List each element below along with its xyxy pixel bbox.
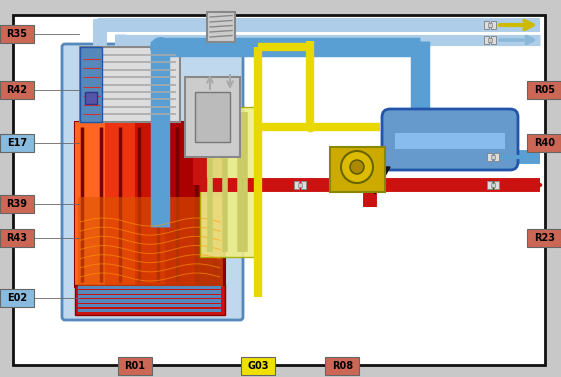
FancyBboxPatch shape	[325, 357, 359, 375]
Bar	[488, 23, 492, 27]
Bar	[75, 122, 105, 287]
Bar	[200, 107, 255, 257]
FancyBboxPatch shape	[382, 109, 518, 170]
Bar	[78, 290, 221, 294]
FancyBboxPatch shape	[527, 81, 561, 100]
FancyBboxPatch shape	[527, 228, 561, 247]
Bar	[491, 183, 495, 187]
Text: R05: R05	[534, 86, 555, 95]
Bar	[294, 181, 299, 189]
Bar	[207, 12, 235, 42]
FancyBboxPatch shape	[118, 357, 151, 375]
Bar	[298, 183, 302, 187]
Bar	[75, 285, 225, 315]
Bar	[78, 308, 221, 312]
Bar	[80, 47, 102, 122]
Bar	[165, 122, 195, 287]
FancyBboxPatch shape	[0, 289, 34, 307]
Bar	[487, 181, 492, 189]
Bar	[80, 47, 180, 122]
Text: E17: E17	[7, 138, 27, 148]
Bar	[395, 133, 505, 149]
Bar	[135, 122, 165, 287]
Bar	[75, 122, 225, 287]
FancyBboxPatch shape	[0, 134, 34, 152]
Bar	[491, 155, 495, 159]
Bar	[487, 153, 492, 161]
Bar	[195, 92, 230, 142]
Text: G03: G03	[247, 361, 269, 371]
Bar	[301, 181, 306, 189]
Text: R42: R42	[6, 86, 27, 95]
Text: R43: R43	[6, 233, 27, 242]
FancyBboxPatch shape	[62, 44, 243, 320]
Bar	[78, 299, 221, 303]
FancyBboxPatch shape	[527, 134, 561, 152]
Circle shape	[350, 160, 364, 174]
Circle shape	[341, 151, 373, 183]
Bar	[185, 77, 240, 157]
Bar	[370, 164, 380, 172]
Bar	[78, 304, 221, 307]
Text: R39: R39	[6, 199, 27, 208]
FancyBboxPatch shape	[241, 357, 275, 375]
Text: E02: E02	[7, 293, 27, 303]
Text: R08: R08	[332, 361, 353, 371]
Bar	[491, 36, 496, 44]
FancyBboxPatch shape	[0, 25, 34, 43]
Text: R01: R01	[124, 361, 145, 371]
Bar	[484, 36, 489, 44]
FancyBboxPatch shape	[0, 228, 34, 247]
Text: R23: R23	[534, 233, 555, 242]
Polygon shape	[360, 167, 390, 194]
Bar	[78, 295, 221, 298]
Text: R40: R40	[534, 138, 555, 148]
Bar	[195, 122, 225, 287]
Bar	[494, 181, 499, 189]
FancyBboxPatch shape	[0, 195, 34, 213]
FancyBboxPatch shape	[0, 81, 34, 100]
Bar	[494, 153, 499, 161]
Bar	[78, 285, 221, 289]
Bar	[488, 38, 492, 42]
Bar	[330, 147, 385, 192]
Text: R35: R35	[6, 29, 27, 39]
Bar	[484, 21, 489, 29]
Bar	[78, 197, 223, 287]
Bar	[105, 122, 135, 287]
Bar	[491, 21, 496, 29]
Bar	[85, 92, 97, 104]
